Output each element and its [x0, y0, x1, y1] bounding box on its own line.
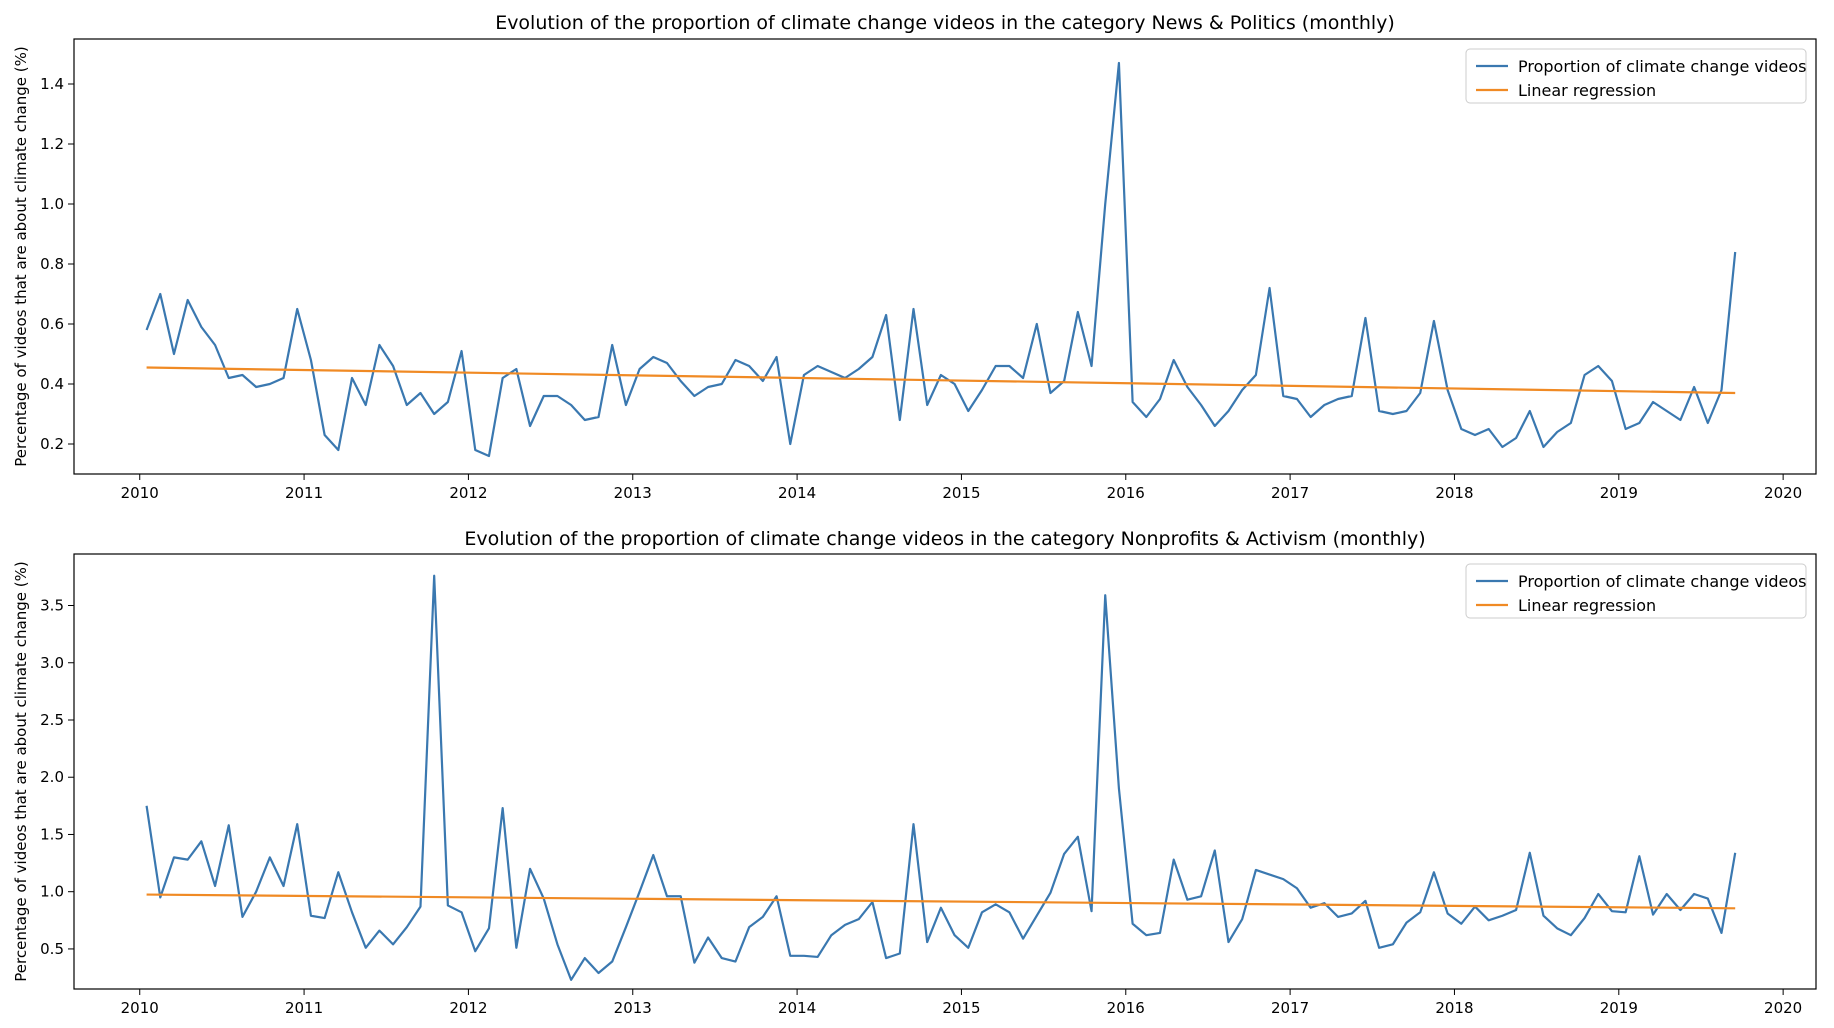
chart-panel-1: Evolution of the proportion of climate c…: [12, 12, 1817, 502]
y-tick-label: 0.6: [40, 315, 64, 333]
x-tick-label: 2013: [614, 484, 652, 502]
y-tick-label: 1.0: [40, 883, 64, 901]
legend-entry: Linear regression: [1518, 596, 1656, 615]
y-tick-label: 1.2: [40, 135, 64, 153]
x-tick-label: 2017: [1271, 484, 1309, 502]
chart-title: Evolution of the proportion of climate c…: [495, 12, 1395, 34]
x-tick-label: 2019: [1600, 999, 1638, 1017]
y-tick-label: 0.8: [40, 255, 64, 273]
x-tick-label: 2016: [1107, 484, 1145, 502]
y-tick-label: 2.0: [40, 768, 64, 786]
y-tick-label: 0.4: [40, 375, 64, 393]
y-tick-label: 1.4: [40, 75, 64, 93]
legend: Proportion of climate change videos Linea…: [1465, 563, 1807, 619]
legend-box: [1465, 563, 1807, 619]
x-tick-label: 2019: [1600, 484, 1638, 502]
series-line-proportion: [145, 574, 1737, 981]
series-line-regression: [146, 893, 1736, 910]
series-line-regression: [146, 366, 1736, 395]
y-axis-label: Percentage of videos that are about clim…: [12, 561, 30, 981]
x-tick-label: 2012: [449, 484, 487, 502]
y-tick-label: 2.5: [40, 711, 64, 729]
x-tick-label: 2014: [778, 484, 816, 502]
x-tick-label: 2015: [942, 999, 980, 1017]
x-tick-label: 2014: [778, 999, 816, 1017]
y-tick-label: 1.5: [40, 825, 64, 843]
x-tick-label: 2020: [1764, 484, 1802, 502]
chart-panel-2: Evolution of the proportion of climate c…: [12, 528, 1817, 1017]
x-tick-label: 2011: [285, 484, 323, 502]
x-tick-label: 2018: [1435, 999, 1473, 1017]
legend-entry: Proportion of climate change videos: [1518, 572, 1806, 591]
y-tick-label: 0.5: [40, 940, 64, 958]
x-tick-label: 2017: [1271, 999, 1309, 1017]
x-tick-label: 2020: [1764, 999, 1802, 1017]
legend-entry: Linear regression: [1518, 81, 1656, 100]
y-tick-label: 3.5: [40, 597, 64, 615]
y-axis-label: Percentage of videos that are about clim…: [12, 46, 30, 466]
x-tick-label: 2010: [121, 484, 159, 502]
y-tick-label: 3.0: [40, 654, 64, 672]
plot-frame: [73, 553, 1817, 990]
y-tick-label: 0.2: [40, 435, 64, 453]
chart-title: Evolution of the proportion of climate c…: [464, 528, 1425, 550]
legend: Proportion of climate change videos Linea…: [1465, 48, 1807, 104]
series-line-proportion: [145, 61, 1737, 458]
legend-entry: Proportion of climate change videos: [1518, 57, 1806, 76]
x-tick-label: 2015: [942, 484, 980, 502]
legend-box: [1465, 48, 1807, 104]
y-tick-label: 1.0: [40, 195, 64, 213]
x-tick-label: 2018: [1435, 484, 1473, 502]
plot-frame: [73, 38, 1817, 475]
x-tick-label: 2016: [1107, 999, 1145, 1017]
x-tick-label: 2010: [121, 999, 159, 1017]
x-tick-label: 2012: [449, 999, 487, 1017]
x-tick-label: 2011: [285, 999, 323, 1017]
x-tick-label: 2013: [614, 999, 652, 1017]
